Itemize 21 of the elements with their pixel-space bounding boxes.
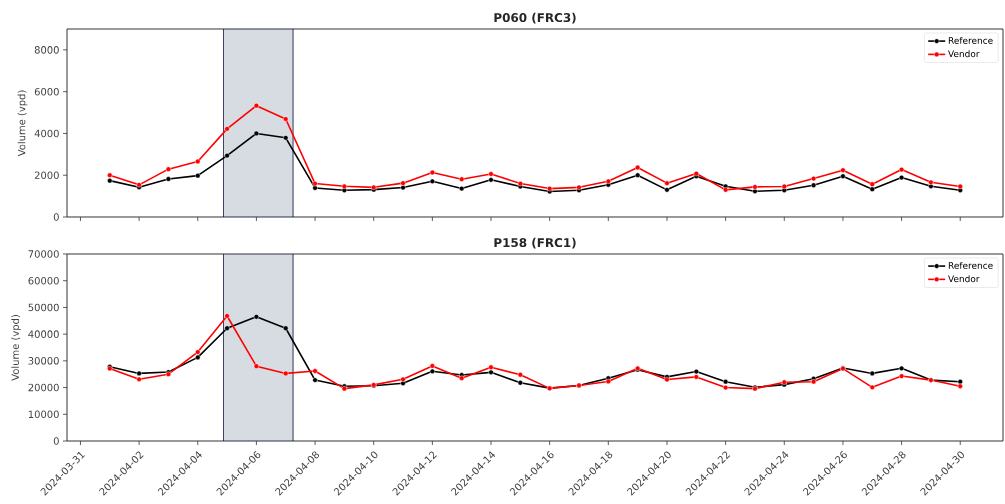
chart-title: P158 (FRC1) <box>494 237 576 249</box>
y-tick-label: 40000 <box>28 330 59 338</box>
y-tick-label: 2000 <box>34 171 59 179</box>
y-tick-label: 10000 <box>28 410 59 419</box>
legend-label: Vendor <box>948 50 980 58</box>
y-tick-label: 8000 <box>34 46 59 54</box>
y-tick-label: 30000 <box>28 357 59 365</box>
legend-label: Vendor <box>948 275 980 283</box>
y-tick-label: 50000 <box>28 303 59 312</box>
legend-label: Reference <box>948 261 993 269</box>
y-tick-label: 4000 <box>34 129 59 138</box>
y-tick-label: 20000 <box>28 383 59 392</box>
y-axis-title: Volume (vpd) <box>17 90 28 157</box>
y-tick-label: 0 <box>53 213 59 221</box>
y-tick-label: 6000 <box>34 87 59 96</box>
y-tick-label: 0 <box>53 437 59 445</box>
chart-title: P060 (FRC3) <box>494 12 576 24</box>
legend-label: Reference <box>948 36 993 44</box>
y-tick-label: 60000 <box>28 276 59 285</box>
y-axis-title: Volume (vpd) <box>11 315 21 381</box>
y-tick-label: 70000 <box>28 250 59 258</box>
